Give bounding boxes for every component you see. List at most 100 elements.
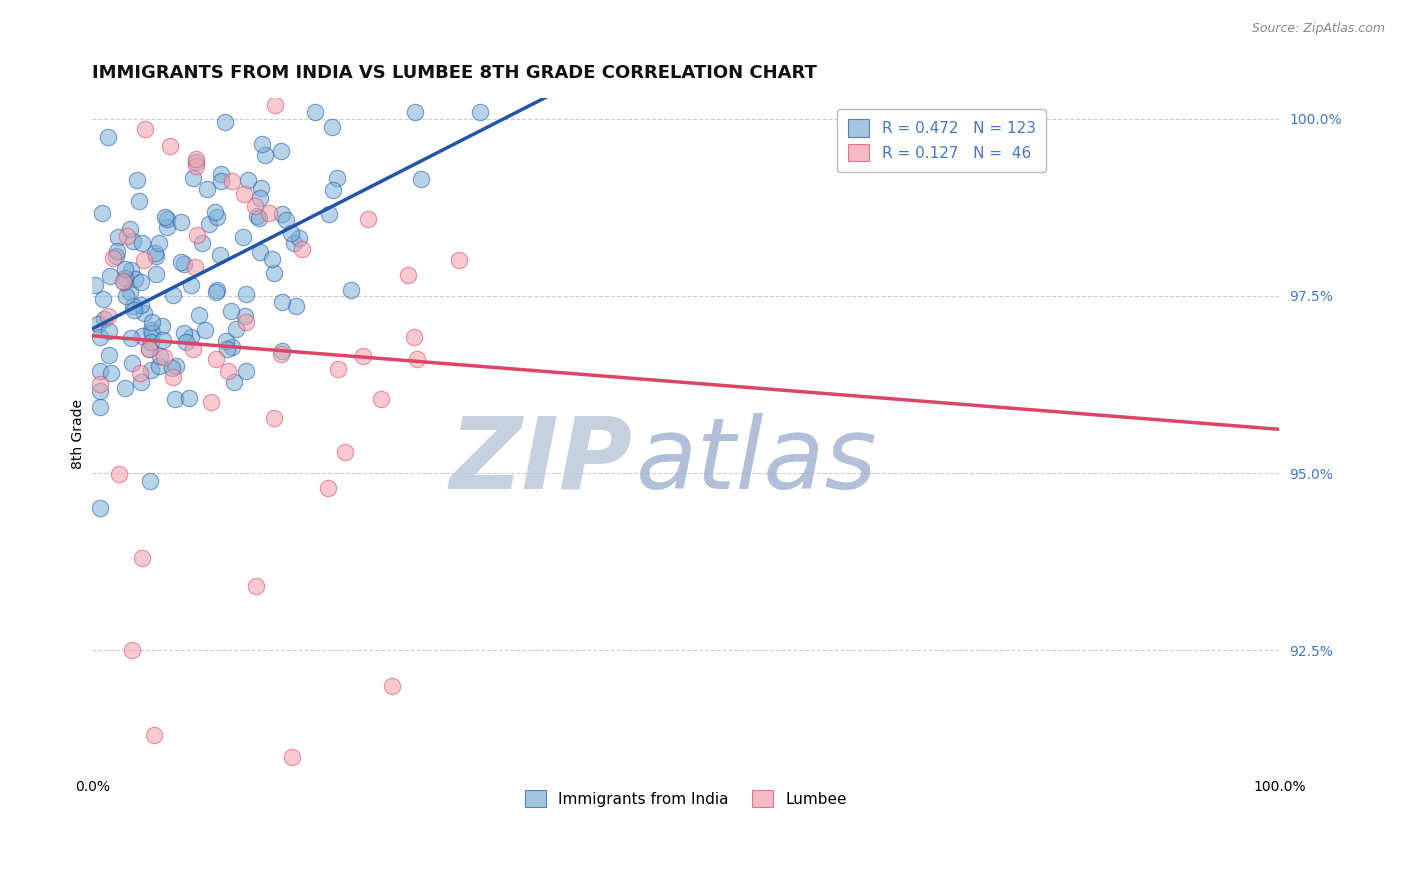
Point xyxy=(209,167,232,181)
Point xyxy=(91,206,114,220)
Point xyxy=(260,252,283,267)
Point xyxy=(128,194,150,208)
Point xyxy=(142,728,165,742)
Point xyxy=(134,122,156,136)
Point xyxy=(208,248,231,262)
Point xyxy=(224,375,246,389)
Point xyxy=(257,205,280,219)
Point xyxy=(402,330,425,344)
Point xyxy=(174,335,197,350)
Point xyxy=(406,351,429,366)
Point xyxy=(131,328,153,343)
Text: atlas: atlas xyxy=(636,412,877,509)
Point xyxy=(191,235,214,250)
Point xyxy=(235,364,257,378)
Point xyxy=(316,481,339,495)
Point xyxy=(221,340,243,354)
Point xyxy=(340,284,363,298)
Point xyxy=(91,292,114,306)
Point xyxy=(155,210,177,224)
Point xyxy=(120,262,142,277)
Point xyxy=(98,268,121,283)
Point xyxy=(179,392,201,406)
Point xyxy=(205,352,228,367)
Point xyxy=(181,170,204,185)
Point xyxy=(197,217,219,231)
Point xyxy=(89,364,111,378)
Point xyxy=(108,467,131,482)
Point xyxy=(128,366,150,380)
Point xyxy=(120,285,142,300)
Point xyxy=(122,302,145,317)
Point xyxy=(141,326,163,340)
Point xyxy=(225,321,247,335)
Point xyxy=(84,278,107,293)
Point xyxy=(250,181,273,195)
Point xyxy=(263,266,285,280)
Point xyxy=(105,244,128,258)
Point xyxy=(156,211,179,226)
Point xyxy=(449,252,471,267)
Point xyxy=(180,278,202,293)
Point xyxy=(132,252,155,267)
Point xyxy=(219,304,242,318)
Point xyxy=(318,207,340,221)
Point xyxy=(152,350,174,364)
Point xyxy=(291,242,314,256)
Point xyxy=(249,245,271,260)
Point xyxy=(173,257,195,271)
Point xyxy=(89,500,111,515)
Point xyxy=(114,381,136,395)
Point xyxy=(148,359,170,373)
Point xyxy=(370,392,392,406)
Point xyxy=(159,138,181,153)
Point xyxy=(209,174,232,188)
Point xyxy=(180,330,202,344)
Point xyxy=(129,375,152,389)
Point xyxy=(236,173,259,187)
Point xyxy=(141,362,163,376)
Point xyxy=(235,315,257,329)
Point xyxy=(122,234,145,248)
Point xyxy=(107,229,129,244)
Point xyxy=(270,207,292,221)
Point xyxy=(120,331,142,345)
Point xyxy=(184,155,207,169)
Point xyxy=(271,295,294,310)
Point xyxy=(89,377,111,392)
Point xyxy=(163,392,186,407)
Point xyxy=(194,323,217,337)
Point xyxy=(181,342,204,356)
Point xyxy=(170,214,193,228)
Point xyxy=(162,360,184,375)
Point xyxy=(221,174,243,188)
Point xyxy=(270,145,292,159)
Point xyxy=(396,268,419,282)
Point xyxy=(122,299,145,313)
Point xyxy=(280,226,302,240)
Point xyxy=(138,342,160,356)
Point xyxy=(131,551,153,566)
Text: IMMIGRANTS FROM INDIA VS LUMBEE 8TH GRADE CORRELATION CHART: IMMIGRANTS FROM INDIA VS LUMBEE 8TH GRAD… xyxy=(93,64,817,82)
Point xyxy=(200,394,222,409)
Point xyxy=(89,400,111,414)
Point xyxy=(100,366,122,380)
Point xyxy=(245,579,267,593)
Point xyxy=(97,348,120,362)
Point xyxy=(281,749,304,764)
Point xyxy=(132,306,155,320)
Point xyxy=(125,173,148,187)
Point xyxy=(254,147,277,161)
Point xyxy=(274,213,297,227)
Point xyxy=(162,288,184,302)
Point xyxy=(232,230,254,244)
Point xyxy=(468,104,491,119)
Point xyxy=(287,231,309,245)
Point xyxy=(162,369,184,384)
Point xyxy=(149,349,172,363)
Point xyxy=(283,235,305,250)
Point xyxy=(143,245,166,260)
Point xyxy=(114,271,136,285)
Y-axis label: 8th Grade: 8th Grade xyxy=(72,399,86,469)
Point xyxy=(115,229,138,244)
